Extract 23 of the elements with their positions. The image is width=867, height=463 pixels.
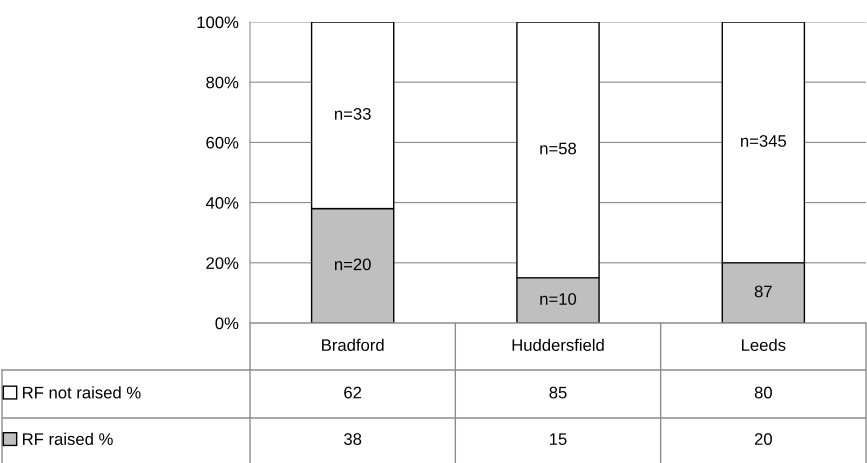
data-label: 80 [754,386,772,398]
y-tick-label: 60% [206,136,238,149]
data-label: 15 [550,433,567,445]
legend-label: RF raised % [23,432,113,446]
legend-label: RF not raised % [23,386,141,399]
data-label: 85 [549,386,567,398]
y-tick-label: 80% [206,76,238,88]
x-tick-label: Bradford [322,338,384,351]
annotation: n=10 [540,293,576,305]
data-label: 62 [344,386,362,398]
annotation: n=58 [540,142,576,154]
annotation: n=33 [335,108,371,120]
annotation: 87 [754,286,772,298]
annotation: n=345 [741,135,786,147]
y-tick-label: 40% [206,197,238,209]
annotation: n=20 [335,258,371,270]
y-tick-label: 20% [206,257,238,270]
data-label: 38 [344,433,362,445]
y-tick-label: 0% [215,317,238,330]
x-tick-label: Leeds [742,338,786,351]
x-tick-label: Huddersfield [512,338,604,351]
data-label: 20 [754,433,772,445]
y-tick-label: 100% [198,16,238,28]
